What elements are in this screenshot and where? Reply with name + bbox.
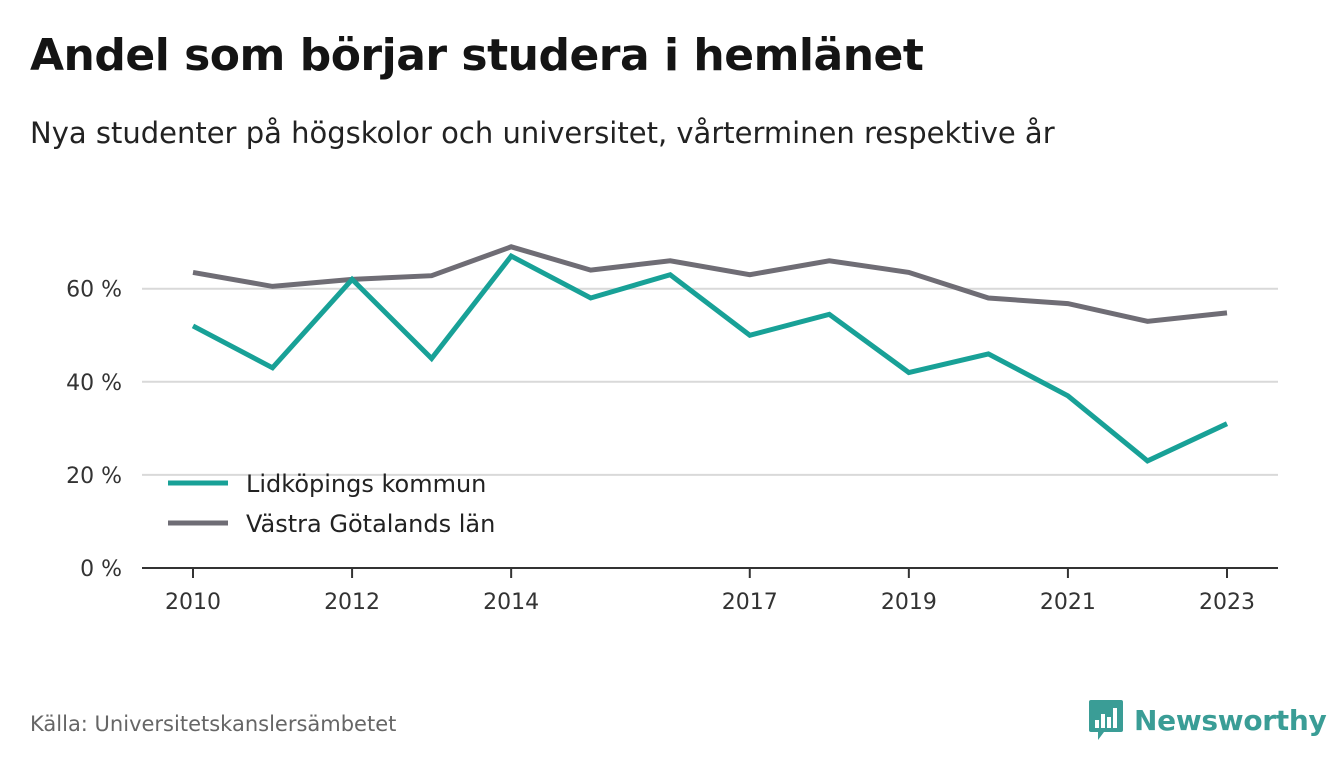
- brand-name: Newsworthy: [1134, 703, 1327, 737]
- x-tick-label: 2023: [1199, 590, 1255, 615]
- series-lines: [191, 244, 1229, 464]
- x-tick-label: 2019: [881, 590, 937, 615]
- brand-logo: Newsworthy: [1088, 698, 1327, 742]
- x-tick-label: 2010: [165, 590, 221, 615]
- x-tick-label: 2017: [722, 590, 778, 615]
- y-tick-label: 0 %: [80, 557, 122, 582]
- x-tick-label: 2012: [324, 590, 380, 615]
- legend-label: Lidköpings kommun: [246, 470, 486, 498]
- series-line: [191, 252, 1229, 464]
- y-tick-label: 40 %: [66, 371, 122, 396]
- grid-lines: [142, 287, 1278, 476]
- chart-subtitle: Nya studenter på högskolor och universit…: [30, 116, 1055, 150]
- chart-title: Andel som börjar studera i hemlänet: [30, 30, 924, 81]
- axes: 0 % 20 % 40 % 60 % 2010 2012 2014 2017 2019 2021 2…: [66, 278, 1278, 615]
- series-line: [192, 244, 1228, 324]
- y-tick-label: 60 %: [66, 278, 122, 303]
- x-tick-label: 2021: [1040, 590, 1096, 615]
- newsworthy-logo-icon: [1089, 700, 1123, 740]
- x-tick-label: 2014: [483, 590, 539, 615]
- source-note: Källa: Universitetskanslersämbetet: [30, 712, 397, 736]
- y-tick-label: 20 %: [66, 464, 122, 489]
- legend-label: Västra Götalands län: [246, 510, 495, 538]
- legend: Lidköpings kommun Västra Götalands län: [168, 470, 495, 538]
